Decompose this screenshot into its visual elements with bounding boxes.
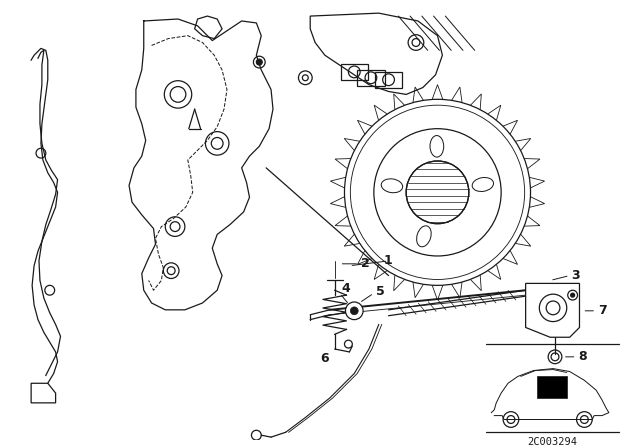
Ellipse shape bbox=[472, 177, 493, 191]
Text: 5: 5 bbox=[376, 285, 385, 298]
Text: 3: 3 bbox=[572, 269, 580, 282]
Circle shape bbox=[571, 293, 575, 297]
Text: 4: 4 bbox=[342, 282, 350, 295]
Ellipse shape bbox=[430, 136, 444, 157]
Ellipse shape bbox=[417, 226, 431, 247]
Text: 1: 1 bbox=[383, 254, 392, 267]
Text: 6: 6 bbox=[320, 352, 328, 365]
Text: 2C003294: 2C003294 bbox=[527, 437, 577, 447]
Text: 8: 8 bbox=[579, 350, 587, 363]
Ellipse shape bbox=[381, 179, 403, 193]
Text: 7: 7 bbox=[598, 304, 607, 317]
Circle shape bbox=[406, 161, 469, 224]
Polygon shape bbox=[525, 284, 579, 337]
Circle shape bbox=[346, 302, 363, 319]
Circle shape bbox=[257, 59, 262, 65]
Text: 2: 2 bbox=[361, 257, 370, 270]
Bar bbox=[538, 376, 567, 398]
Circle shape bbox=[350, 307, 358, 315]
